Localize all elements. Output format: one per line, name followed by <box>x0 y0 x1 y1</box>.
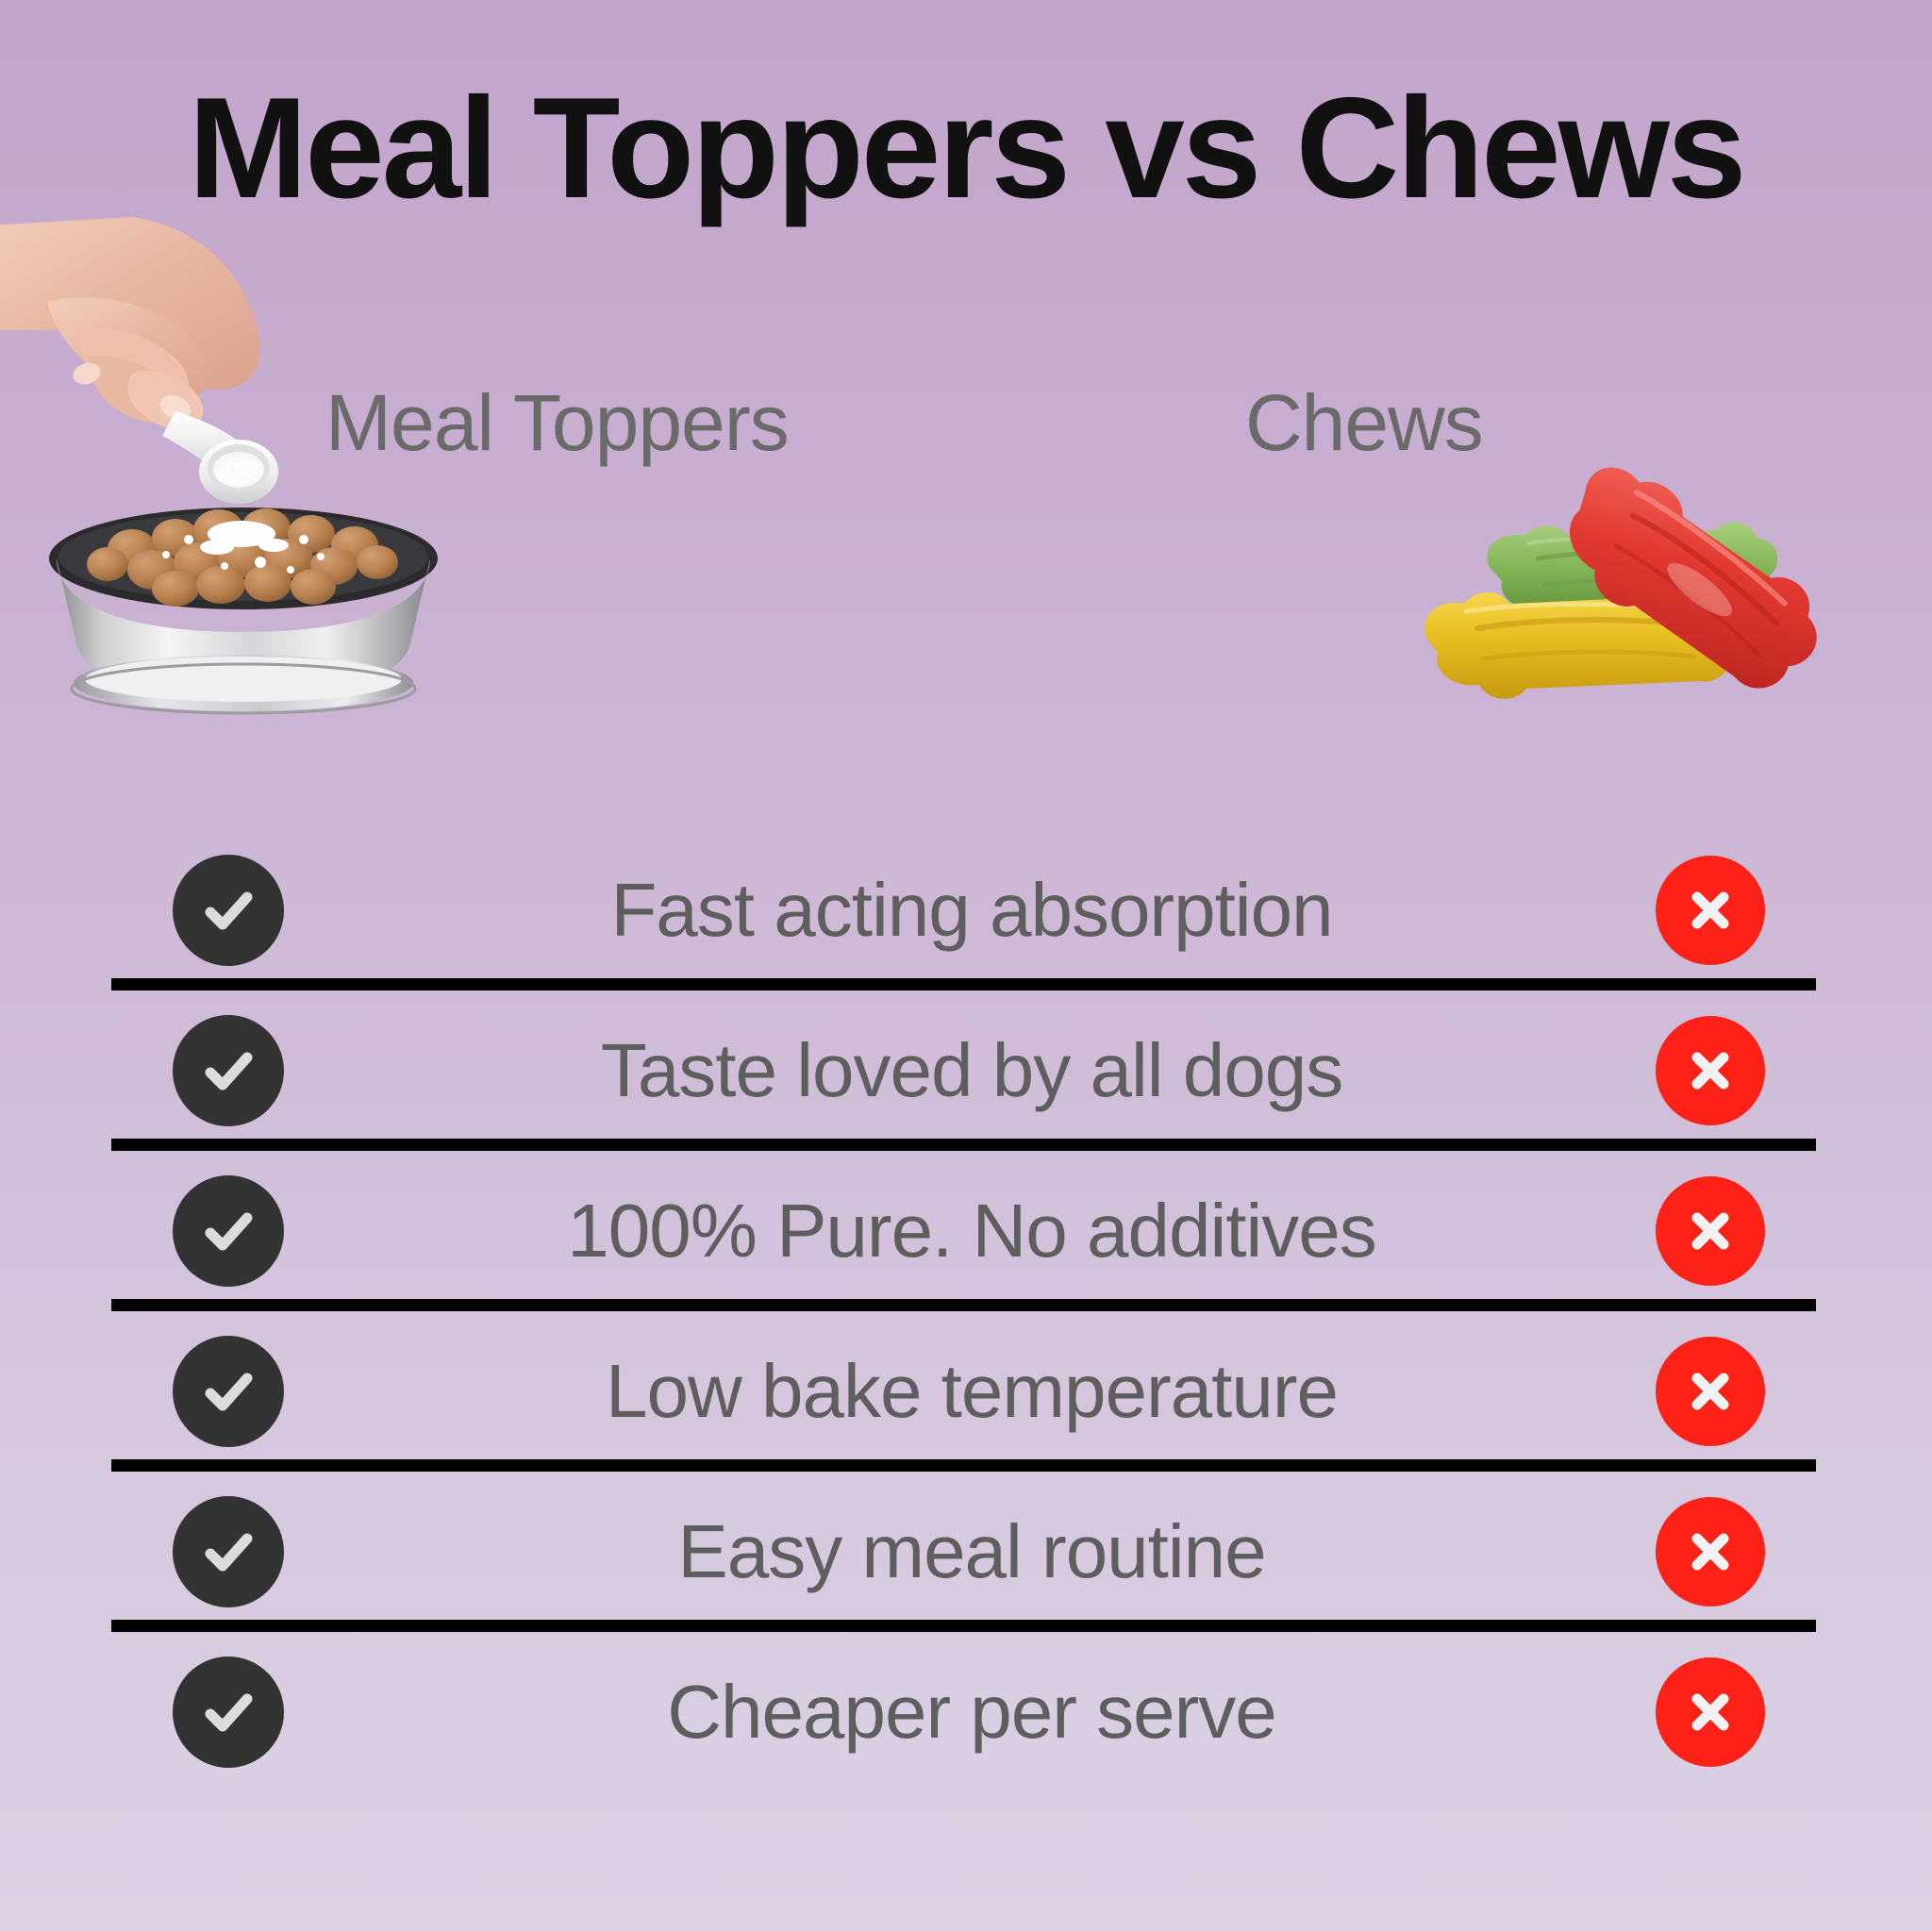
cross-circle-icon <box>1656 1497 1765 1606</box>
row-divider <box>111 1139 1816 1151</box>
row-divider <box>111 1620 1816 1632</box>
comparison-row: 100% Pure. No additives <box>0 1151 1932 1311</box>
comparison-row-label: Easy meal routine <box>677 1509 1266 1593</box>
cross-circle-icon <box>1656 1337 1765 1446</box>
cross-circle-icon <box>1656 1176 1765 1286</box>
check-circle-icon <box>173 1656 284 1768</box>
comparison-row-label: Low bake temperature <box>605 1349 1339 1433</box>
cross-circle-icon <box>1656 856 1765 965</box>
check-circle-icon <box>173 1175 284 1287</box>
chews-product-image <box>1415 424 1849 736</box>
comparison-row-label: 100% Pure. No additives <box>567 1189 1377 1273</box>
comparison-row: Cheaper per serve <box>0 1632 1932 1792</box>
comparison-row: Fast acting absorption <box>0 830 1932 990</box>
comparison-row: Easy meal routine <box>0 1472 1932 1632</box>
row-divider <box>111 1299 1816 1311</box>
comparison-row: Low bake temperature <box>0 1311 1932 1472</box>
comparison-table: Fast acting absorption Taste loved by all… <box>0 830 1932 1792</box>
cross-circle-icon <box>1656 1016 1765 1125</box>
row-divider <box>111 1459 1816 1472</box>
check-circle-icon <box>173 1015 284 1126</box>
column-header-chews: Chews <box>1245 378 1484 467</box>
check-circle-icon <box>173 1336 284 1447</box>
row-divider <box>111 978 1816 990</box>
meal-toppers-product-image <box>0 189 500 726</box>
comparison-row-label: Fast acting absorption <box>610 868 1333 952</box>
comparison-row-label: Cheaper per serve <box>667 1670 1277 1754</box>
check-circle-icon <box>173 1496 284 1607</box>
comparison-row-label: Taste loved by all dogs <box>600 1028 1343 1112</box>
page-title: Meal Toppers vs Chews <box>188 68 1747 228</box>
comparison-row: Taste loved by all dogs <box>0 990 1932 1151</box>
check-circle-icon <box>173 855 284 966</box>
column-header-meal-toppers: Meal Toppers <box>325 378 790 467</box>
cross-circle-icon <box>1656 1657 1765 1767</box>
